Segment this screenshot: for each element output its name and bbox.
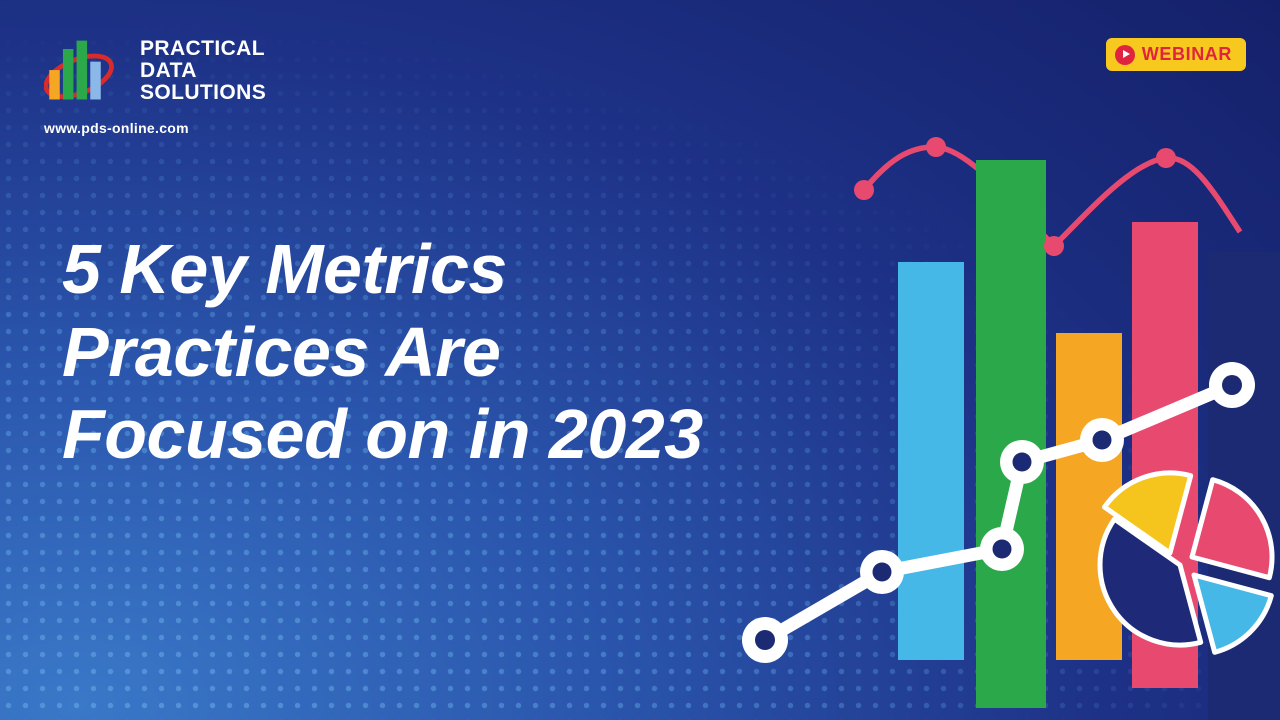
trend-point-hole — [872, 562, 892, 582]
brand-name-line-3: SOLUTIONS — [140, 80, 267, 104]
trend-point-hole — [1092, 430, 1112, 450]
trend-point-pink — [1156, 148, 1176, 168]
trend-point-white — [1209, 362, 1255, 408]
decoration-bar-pink — [1132, 222, 1198, 688]
title-line-2: Practices Are — [62, 312, 501, 391]
trend-point-hole — [992, 539, 1012, 559]
trend-point-pink — [926, 137, 946, 157]
page-title: 5 Key Metrics Practices Are Focused on i… — [62, 228, 703, 476]
trend-point-pink — [1044, 236, 1064, 256]
brand-name-line-2: DATA — [140, 58, 197, 82]
brand-website: www.pds-online.com — [44, 120, 189, 136]
trend-point-hole — [1012, 452, 1032, 472]
trend-point-white — [980, 527, 1024, 571]
bar-chart-logo-icon — [44, 40, 114, 100]
logo-bar-green-tall — [76, 40, 88, 100]
pie-slice-yellow — [1102, 470, 1194, 556]
webinar-badge-label: WEBINAR — [1141, 44, 1232, 64]
brand-name-line-1: PRACTICAL — [140, 37, 265, 60]
trend-point-pink — [854, 180, 874, 200]
decoration-bar-navy — [1208, 252, 1280, 720]
title-line-1: 5 Key Metrics — [62, 230, 507, 308]
decoration-bar-green — [976, 160, 1046, 708]
logo-bar-orange — [49, 70, 60, 100]
decoration-bar-lightblue — [898, 262, 964, 660]
decoration-bar-orange — [1056, 333, 1122, 660]
trend-line-pink — [861, 144, 1243, 250]
brand-name: PRACTICAL DATA SOLUTIONS — [140, 38, 266, 103]
trend-line-white — [758, 378, 1239, 647]
trend-point-hole — [755, 630, 775, 650]
trend-point-white — [1080, 418, 1124, 462]
title-line-3: Focused on in 2023 — [62, 395, 703, 474]
pie-slice-pink — [1189, 477, 1275, 581]
play-icon — [1114, 44, 1135, 65]
pie-slice-blue — [1191, 572, 1274, 655]
trend-point-white — [742, 617, 788, 663]
pie-slice-navy — [1097, 516, 1204, 648]
logo-bar-blue — [90, 61, 101, 100]
trend-points-white — [742, 362, 1255, 663]
trend-point-white — [860, 550, 904, 594]
trend-point-white — [1000, 440, 1044, 484]
pie-chart — [1097, 470, 1275, 655]
trend-point-hole — [1222, 375, 1242, 395]
brand-logo: PRACTICAL DATA SOLUTIONS www.pds-online.… — [44, 32, 266, 136]
logo-bar-green — [62, 49, 74, 100]
webinar-badge: WEBINAR — [1105, 38, 1246, 71]
